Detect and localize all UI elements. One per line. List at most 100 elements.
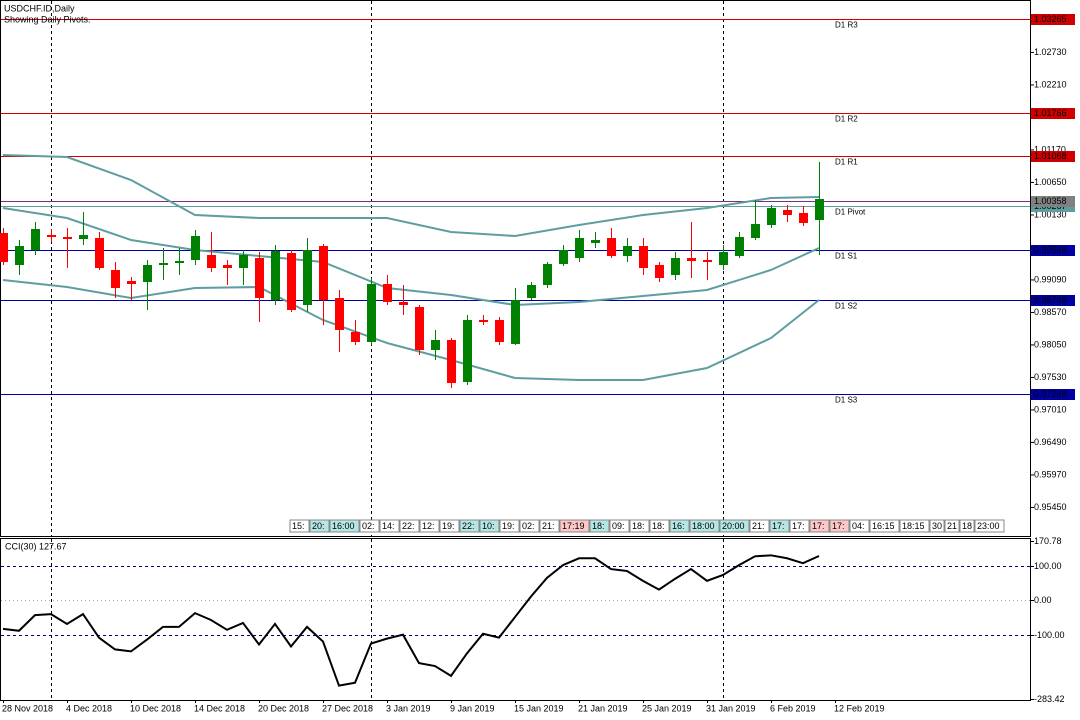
time-box-label: 17: — [772, 521, 785, 531]
y-tick-label: 0.97010 — [1034, 404, 1067, 414]
time-box-label: 18: — [592, 521, 605, 531]
candle-body — [719, 252, 728, 265]
time-box-label: 12: — [422, 521, 435, 531]
time-box-label: 10: — [482, 521, 495, 531]
candle-body — [639, 246, 648, 268]
chart-subtitle: Showing Daily Pivots. — [4, 14, 91, 24]
pivot-name: D1 Pivot — [835, 208, 866, 217]
candle-body — [79, 235, 88, 239]
time-box — [399, 519, 420, 533]
time-box-label: 20: — [312, 521, 325, 531]
time-box-label: 09: — [612, 521, 625, 531]
y-tick-label: 1.02730 — [1034, 47, 1067, 57]
time-box — [519, 519, 540, 533]
candle-body — [335, 298, 344, 330]
y-tick-label: 0.96490 — [1034, 437, 1067, 447]
time-box — [929, 519, 945, 533]
pivot-name: D1 R2 — [835, 115, 858, 124]
candle-body — [31, 229, 40, 250]
pivot-price-box — [1031, 108, 1075, 119]
time-box-label: 21 — [947, 521, 957, 531]
time-box-label: 17:19 — [562, 521, 585, 531]
candle-body — [799, 213, 808, 223]
x-tick-label: 31 Jan 2019 — [706, 703, 756, 713]
time-box — [809, 519, 830, 533]
time-box-label: 21: — [542, 521, 555, 531]
time-box-label: 17: — [792, 521, 805, 531]
time-box — [869, 519, 900, 533]
pivot-price-label: 0.97269 — [1034, 389, 1067, 399]
candle-body — [655, 265, 664, 278]
time-box-label: 17: — [832, 521, 845, 531]
time-box — [439, 519, 460, 533]
x-tick-label: 6 Feb 2019 — [770, 703, 816, 713]
candle-body — [239, 255, 248, 268]
time-box-label: 16:00 — [332, 521, 355, 531]
time-box — [749, 519, 770, 533]
y-tick-label: 0.00 — [1034, 595, 1052, 605]
last-price-label: 1.00358 — [1034, 196, 1067, 206]
y-tick-label: 100.00 — [1034, 561, 1062, 571]
time-box-label: 22: — [462, 521, 475, 531]
candle-body — [47, 235, 56, 237]
candle-body — [447, 340, 456, 383]
time-box — [379, 519, 400, 533]
candle-body — [751, 224, 760, 238]
time-box — [609, 519, 630, 533]
pivot-price-label: 1.01766 — [1034, 108, 1067, 118]
time-box — [719, 519, 750, 533]
cci-line — [2, 554, 820, 687]
candle-body — [527, 285, 536, 298]
time-box — [459, 519, 480, 533]
pivot-price-box — [1031, 151, 1075, 162]
time-box-label: 23:00 — [977, 521, 1000, 531]
pivot-price-box — [1031, 389, 1075, 400]
pivot-price-label: 0.98768 — [1034, 295, 1067, 305]
pivot-name: D1 S2 — [835, 302, 858, 311]
time-box — [959, 519, 975, 533]
pivot-price-box — [1031, 14, 1075, 25]
time-box — [649, 519, 670, 533]
time-box-label: 19: — [442, 521, 455, 531]
time-box — [589, 519, 610, 533]
pivot-price-label: 1.01068 — [1034, 151, 1067, 161]
candle-body — [319, 246, 328, 300]
y-tick-label: 1.02210 — [1034, 79, 1067, 89]
candle-body — [815, 199, 824, 220]
time-box — [419, 519, 440, 533]
time-box-label: 15: — [292, 521, 305, 531]
candle-body — [495, 320, 504, 342]
candle-body — [63, 237, 72, 239]
x-tick-label: 3 Jan 2019 — [386, 703, 431, 713]
candle-body — [143, 265, 152, 282]
time-box — [899, 519, 930, 533]
time-box — [769, 519, 790, 533]
time-box-label: 20:00 — [722, 521, 745, 531]
pivot-name: D1 S3 — [835, 396, 858, 405]
pivot-name: D1 R3 — [835, 21, 858, 30]
time-box — [849, 519, 870, 533]
candle-body — [431, 340, 440, 350]
y-tick-label: 1.00650 — [1034, 177, 1067, 187]
candle-body — [95, 238, 104, 268]
candle-body — [463, 320, 472, 382]
y-tick-label: 0.99090 — [1034, 274, 1067, 284]
time-box-label: 16:15 — [872, 521, 895, 531]
time-box-label: 22: — [402, 521, 415, 531]
candle-body — [383, 284, 392, 302]
time-box — [689, 519, 720, 533]
chart-title: USDCHF.ID,Daily — [4, 3, 75, 13]
time-box-label: 17: — [812, 521, 825, 531]
y-tick-label: 1.01170 — [1034, 144, 1066, 154]
candle-body — [159, 263, 168, 265]
last-price-box — [1031, 196, 1075, 207]
candle-body — [687, 258, 696, 261]
y-tick-label: 0.95450 — [1034, 502, 1067, 512]
x-tick-label: 9 Jan 2019 — [450, 703, 495, 713]
y-tick-label: -100.00 — [1034, 630, 1065, 640]
candle-body — [591, 240, 600, 243]
cci-title: CCI(30) 127.67 — [5, 541, 67, 551]
x-tick-label: 4 Dec 2018 — [66, 703, 112, 713]
